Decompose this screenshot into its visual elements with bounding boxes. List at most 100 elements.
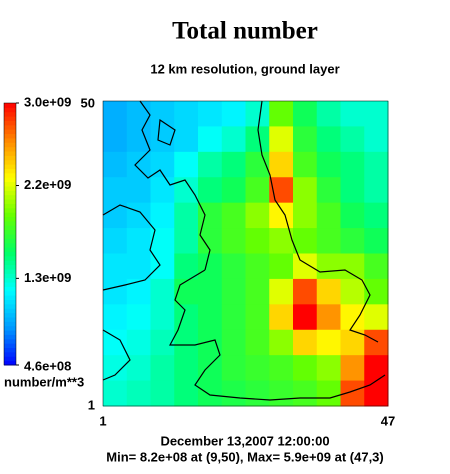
colorbar-segment (4, 255, 16, 261)
cell (174, 329, 199, 356)
cell (150, 278, 175, 305)
colorbar-segment (4, 164, 16, 169)
cell (198, 126, 223, 153)
cell (150, 380, 175, 407)
cell (245, 355, 270, 382)
cell (245, 380, 270, 407)
cell (293, 228, 318, 254)
cell (221, 278, 246, 305)
cell (150, 304, 175, 331)
colorbar-segment (4, 155, 16, 161)
colorbar-segment (4, 177, 16, 183)
cell (269, 253, 294, 280)
cell (364, 151, 389, 178)
cell (269, 355, 294, 382)
colorbar-segment (4, 338, 16, 344)
coastline (157, 118, 176, 146)
cell (221, 202, 246, 229)
colorbar-segment (4, 268, 16, 274)
cell (126, 329, 151, 356)
colorbar-segment (4, 286, 16, 292)
cell (245, 202, 270, 229)
cell (221, 101, 246, 127)
cell (198, 355, 223, 382)
colorbar-segment (4, 124, 16, 130)
cell (103, 151, 128, 178)
coastline (102, 100, 386, 401)
cell (316, 278, 341, 305)
colorbar-segment (4, 107, 16, 113)
coastline (102, 204, 161, 291)
colorbar-segment (4, 312, 16, 318)
cell (340, 151, 365, 178)
cell (245, 228, 270, 254)
cell (198, 278, 223, 305)
cell (150, 253, 175, 280)
cell (126, 228, 151, 254)
cell (269, 278, 294, 305)
cell (126, 253, 151, 280)
cell (340, 202, 365, 229)
cell (269, 151, 294, 178)
colorbar-segment (4, 356, 16, 362)
cell (316, 177, 341, 204)
colorbar-segment (4, 299, 16, 305)
cell (198, 151, 223, 178)
cell (316, 355, 341, 382)
colorbar-segment (4, 146, 16, 152)
cell (150, 202, 175, 229)
colorbar-tick-label: 3.0e+09 (24, 94, 71, 109)
colorbar-segment (4, 290, 16, 296)
cell (221, 177, 246, 204)
cell (269, 202, 294, 229)
cell (269, 380, 294, 407)
y-tick-label: 1 (88, 397, 95, 412)
cell (174, 253, 199, 280)
cell (221, 304, 246, 331)
cell (126, 101, 151, 127)
colorbar-segment (4, 325, 16, 331)
cell (316, 228, 341, 254)
cell (293, 329, 318, 356)
cell (269, 126, 294, 153)
map-frame (102, 100, 389, 407)
colorbar-segment (4, 234, 16, 239)
cell (150, 101, 175, 127)
colorbar-segment (4, 111, 16, 117)
cell (174, 126, 199, 153)
colorbar-segment (4, 120, 16, 126)
cell (174, 101, 199, 127)
colorbar-segment (4, 212, 16, 218)
colorbar-segment (4, 225, 16, 231)
cell (174, 202, 199, 229)
cell (221, 253, 246, 280)
cell (126, 202, 151, 229)
coastline (102, 329, 131, 381)
cell (221, 126, 246, 153)
colorbar-segment (4, 168, 16, 174)
cell (103, 278, 128, 305)
cell (198, 177, 223, 204)
chart-title: Total number (172, 18, 318, 45)
cell (245, 329, 270, 356)
cell (126, 177, 151, 204)
cell (103, 126, 128, 153)
colorbar-segment (4, 203, 16, 209)
colorbar-segment (4, 116, 16, 121)
cell (316, 202, 341, 229)
cell (340, 228, 365, 254)
cell (174, 151, 199, 178)
colorbar-segment (4, 330, 16, 335)
cell (364, 329, 389, 356)
colorbar-segment (4, 207, 16, 213)
cell (340, 278, 365, 305)
cell (103, 177, 128, 204)
cell (174, 228, 199, 254)
colorbar-segment (4, 260, 16, 266)
cell (316, 151, 341, 178)
colorbar-segment (4, 277, 16, 283)
colorbar-segment (4, 295, 16, 300)
colorbar-tick-label: 4.6e+08 (24, 358, 71, 373)
cell (198, 101, 223, 127)
